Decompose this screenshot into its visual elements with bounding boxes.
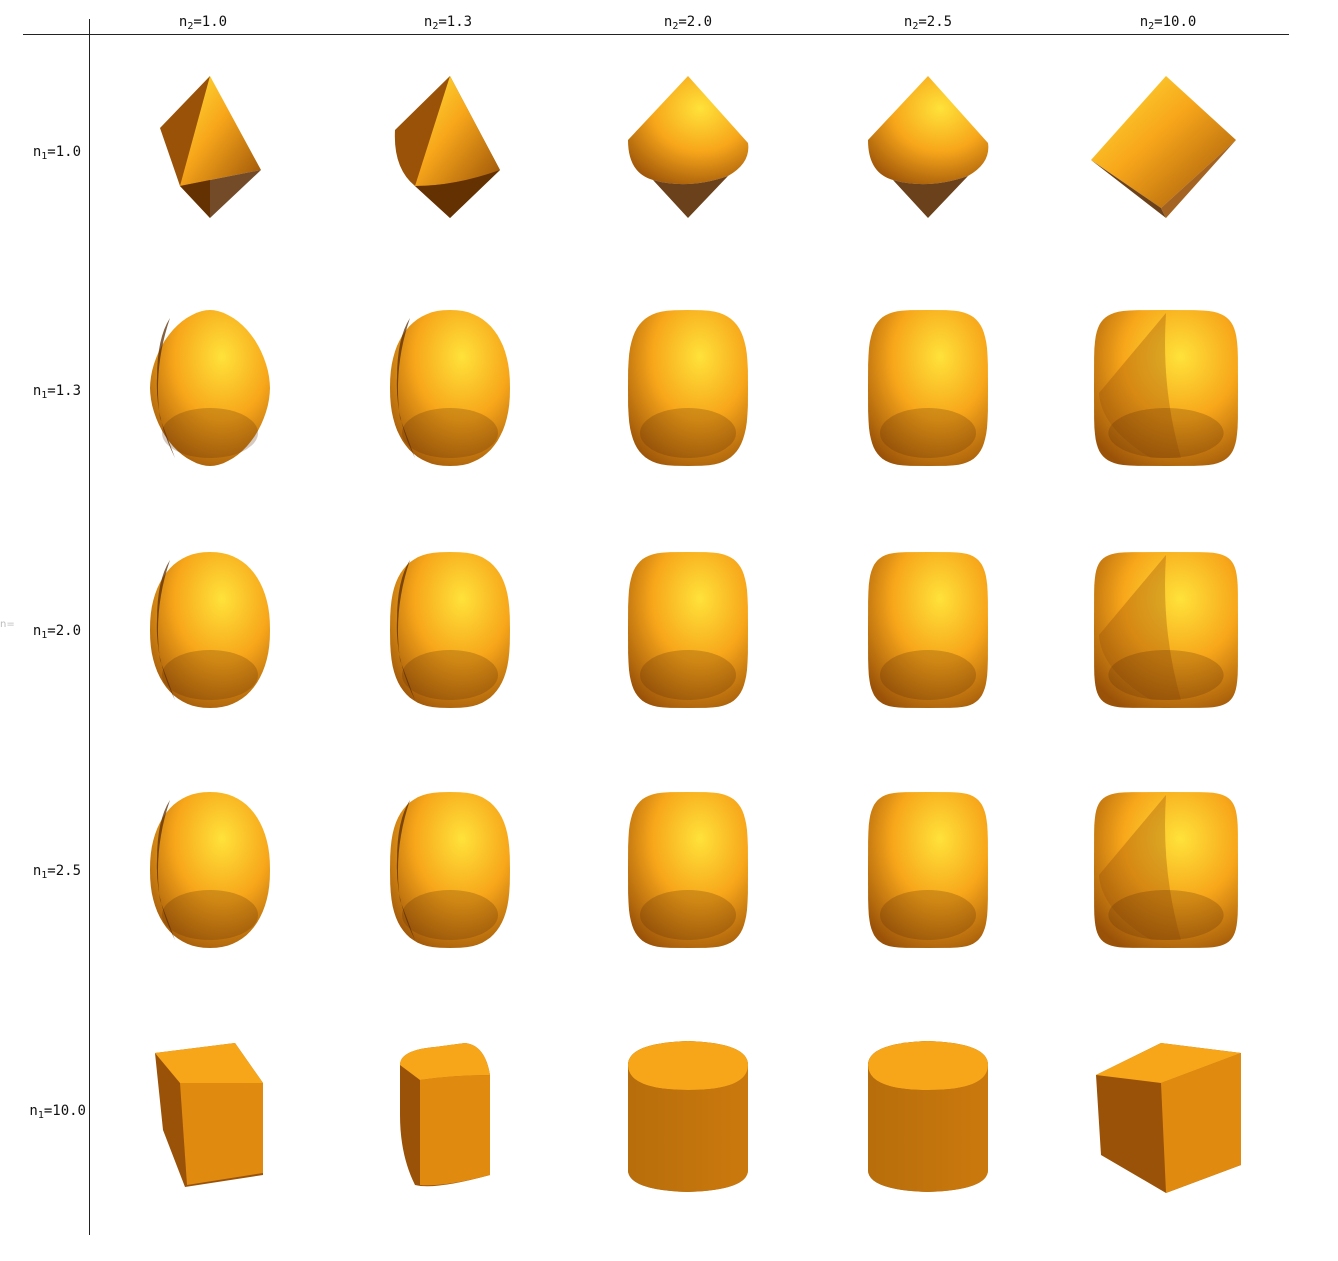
- body: [628, 792, 748, 948]
- lower-shadow: [640, 650, 736, 700]
- body: [868, 552, 988, 708]
- superquadric-r1-c3: [628, 76, 749, 218]
- column-label-1: n2=1.0: [178, 14, 228, 32]
- body: [390, 792, 510, 948]
- bottom-cone: [893, 176, 968, 218]
- bottom-left: [1091, 160, 1166, 218]
- column-label-2: n2=1.3: [423, 14, 473, 32]
- box-top: [400, 1043, 490, 1080]
- superquadric-r5-c5: [1096, 1043, 1241, 1193]
- superquadric-r1-c2: [394, 76, 500, 218]
- lower-shadow: [640, 890, 736, 940]
- bottom-face: [180, 170, 261, 218]
- body: [150, 792, 270, 948]
- superquadric-r3-c5: [1094, 552, 1238, 708]
- cylinder-top: [628, 1041, 748, 1090]
- lower-shadow: [402, 408, 498, 458]
- body: [1094, 310, 1238, 466]
- row-label-2: n1=1.3: [32, 383, 81, 401]
- body: [1094, 792, 1238, 948]
- superquadric-r1-c5: [1091, 76, 1236, 218]
- row-label-4: n1=2.5: [32, 863, 81, 881]
- body: [868, 792, 988, 948]
- crease-shadow: [1099, 313, 1181, 458]
- body: [628, 552, 748, 708]
- lower-shadow: [880, 890, 976, 940]
- superquadric-r5-c4: [868, 1041, 988, 1192]
- column-label-4: n2=2.5: [903, 14, 953, 32]
- body: [150, 310, 270, 466]
- column-label-5: n2=10.0: [1139, 14, 1197, 32]
- body: [868, 310, 988, 466]
- box-top: [1096, 1043, 1241, 1083]
- superquadric-r2-c1: [150, 310, 270, 466]
- body: [390, 310, 510, 466]
- body: [1094, 552, 1238, 708]
- box-front: [1161, 1053, 1241, 1193]
- lower-shadow: [880, 408, 976, 458]
- superquadric-r5-c1: [155, 1043, 263, 1187]
- superquadric-r3-c2: [390, 552, 510, 708]
- row-label-5: n1=10.0: [29, 1103, 86, 1121]
- superquadric-r3-c1: [150, 552, 270, 708]
- lower-shadow: [402, 890, 498, 940]
- lower-shadow: [1108, 890, 1224, 940]
- bottom-cone: [653, 176, 728, 218]
- top-face: [1091, 76, 1236, 208]
- superquadric-r1-c4: [868, 76, 989, 218]
- lower-shadow: [162, 408, 258, 458]
- cylinder-front: [868, 1065, 988, 1192]
- cone-top: [868, 76, 989, 185]
- body: [150, 552, 270, 708]
- lower-shadow: [880, 650, 976, 700]
- stray-label: n=: [0, 619, 15, 630]
- body: [628, 310, 748, 466]
- lower-shadow: [402, 650, 498, 700]
- vertical-divider: [89, 19, 90, 1235]
- superquadric-r3-c3: [628, 552, 748, 708]
- superquadric-r5-c3: [628, 1041, 748, 1192]
- body: [390, 552, 510, 708]
- horizontal-divider: [23, 34, 1289, 35]
- cylinder-front: [628, 1065, 748, 1192]
- column-label-3: n2=2.0: [663, 14, 713, 32]
- superquadric-r2-c3: [628, 310, 748, 466]
- bottom-right: [1161, 140, 1236, 218]
- superquadric-r2-c5: [1094, 310, 1238, 466]
- cone-top: [628, 76, 749, 185]
- superquadric-r4-c5: [1094, 792, 1238, 948]
- cylinder-top: [868, 1041, 988, 1090]
- front-face: [415, 76, 500, 186]
- lower-shadow: [162, 650, 258, 700]
- box-front: [420, 1075, 490, 1186]
- superquadric-r5-c2: [400, 1043, 490, 1187]
- superquadric-r3-c4: [868, 552, 988, 708]
- front-face: [180, 76, 261, 186]
- lower-shadow: [1108, 408, 1224, 458]
- box-front: [180, 1083, 263, 1185]
- superquadric-r2-c2: [390, 310, 510, 466]
- lower-shadow: [640, 408, 736, 458]
- lower-shadow: [1108, 650, 1224, 700]
- lower-shadow: [162, 890, 258, 940]
- superquadric-r4-c1: [150, 792, 270, 948]
- superquadric-r1-c1: [160, 76, 261, 218]
- crease-shadow: [1099, 555, 1181, 700]
- crease-shadow: [1099, 795, 1181, 940]
- bottom-face: [415, 170, 500, 218]
- box-top: [155, 1043, 263, 1083]
- superquadric-r4-c3: [628, 792, 748, 948]
- row-label-3: n1=2.0: [32, 623, 81, 641]
- row-label-1: n1=1.0: [32, 144, 81, 162]
- superquadric-r4-c2: [390, 792, 510, 948]
- superquadric-r2-c4: [868, 310, 988, 466]
- superquadric-r4-c4: [868, 792, 988, 948]
